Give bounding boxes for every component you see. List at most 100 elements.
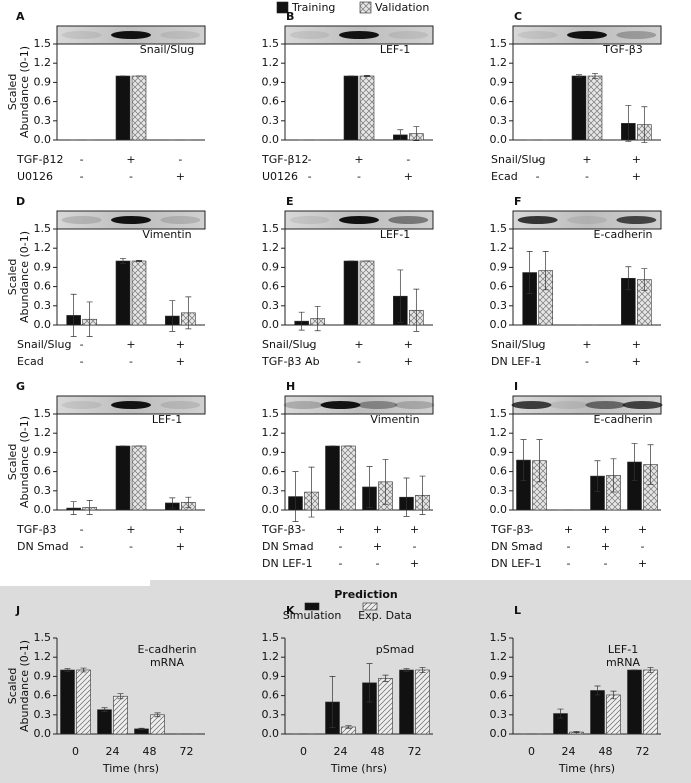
- condition-mark: -: [308, 338, 312, 351]
- error-bar: [382, 459, 389, 505]
- bar: [131, 75, 147, 141]
- condition-mark: -: [567, 540, 571, 553]
- condition-mark: -: [302, 540, 306, 553]
- x-tick-label: 24: [562, 745, 576, 758]
- error-bar: [70, 501, 77, 515]
- error-bar: [610, 690, 617, 700]
- error-bar: [86, 500, 93, 515]
- condition-mark: +: [176, 523, 185, 536]
- panel-letter: D: [16, 195, 25, 208]
- condition-mark: -: [339, 540, 343, 553]
- y-tick-label: 0.0: [262, 318, 280, 331]
- legend-label: Training: [291, 1, 335, 14]
- bar: [325, 445, 340, 511]
- panel-annotation: LEF-1: [380, 228, 410, 241]
- panel-annotation: Vimentin: [142, 228, 191, 241]
- y-tick-label: 0.0: [490, 727, 508, 740]
- y-tick-label: 0.6: [490, 689, 508, 702]
- condition-mark: +: [354, 153, 363, 166]
- y-tick-label: 0.0: [490, 133, 508, 146]
- error-bar: [413, 288, 420, 332]
- blot-band: [289, 31, 330, 39]
- error-bar: [403, 668, 410, 672]
- bar: [131, 260, 147, 326]
- bar: [113, 695, 128, 735]
- error-bar: [397, 269, 404, 323]
- error-bar: [366, 663, 373, 703]
- error-bar: [169, 300, 176, 332]
- y-axis-label: Abundance (0-1): [18, 640, 31, 732]
- y-tick-label: 1.2: [34, 650, 52, 663]
- blot-band: [61, 31, 102, 39]
- bar: [643, 669, 658, 735]
- y-tick-label: 0.6: [262, 95, 280, 108]
- error-bar: [397, 129, 404, 141]
- bar: [341, 445, 356, 511]
- legend-label: Validation: [375, 1, 429, 14]
- condition-label: TGF-β3: [261, 523, 302, 536]
- legend-label: Simulation: [283, 609, 342, 622]
- condition-label: Snail/Slug: [491, 338, 546, 351]
- y-tick-label: 0.3: [490, 708, 508, 721]
- panel-letter: F: [514, 195, 522, 208]
- y-tick-label: 0.9: [262, 75, 280, 88]
- condition-label: DN LEF-1: [491, 557, 542, 570]
- error-bar: [382, 674, 389, 682]
- condition-mark: -: [80, 523, 84, 536]
- x-tick-label: 0: [300, 745, 307, 758]
- condition-mark: -: [530, 540, 534, 553]
- bar: [97, 709, 112, 735]
- bar: [399, 669, 414, 735]
- blot-band: [517, 216, 558, 224]
- panel-letter: B: [286, 10, 294, 23]
- x-tick-label: 24: [106, 745, 120, 758]
- condition-label: Ecad: [491, 170, 518, 183]
- bar: [115, 75, 131, 141]
- error-bar: [120, 258, 126, 264]
- blot-band: [61, 401, 102, 409]
- panel-annotation: mRNA: [606, 656, 641, 669]
- condition-mark: +: [638, 523, 647, 536]
- condition-mark: +: [632, 153, 641, 166]
- y-tick-label: 0.3: [262, 484, 280, 497]
- legend-label: Exp. Data: [358, 609, 412, 622]
- x-tick-label: 72: [180, 745, 194, 758]
- condition-mark: -: [536, 153, 540, 166]
- y-tick-label: 0.6: [490, 95, 508, 108]
- error-bar: [64, 668, 71, 672]
- condition-mark: -: [178, 153, 182, 166]
- error-bar: [185, 296, 192, 330]
- condition-mark: -: [80, 338, 84, 351]
- y-tick-label: 0.3: [262, 114, 280, 127]
- blot-band: [160, 31, 201, 39]
- x-tick-label: 48: [371, 745, 385, 758]
- panel-annotation: Vimentin: [370, 413, 419, 426]
- condition-label: U0126: [262, 170, 298, 183]
- y-axis-label: Abundance (0-1): [18, 46, 31, 138]
- condition-label: TGF-β3 Ab: [261, 355, 320, 368]
- y-tick-label: 1.2: [490, 56, 508, 69]
- condition-mark: -: [308, 153, 312, 166]
- condition-mark: +: [582, 338, 591, 351]
- y-tick-label: 1.5: [262, 631, 280, 644]
- condition-mark: +: [126, 153, 135, 166]
- error-bar: [592, 73, 598, 79]
- y-tick-label: 0.3: [34, 114, 52, 127]
- error-bar: [647, 444, 654, 485]
- panel-annotation: TGF-β3: [602, 43, 643, 56]
- condition-mark: +: [176, 170, 185, 183]
- condition-mark: +: [176, 338, 185, 351]
- condition-mark: -: [308, 355, 312, 368]
- y-tick-label: 0.6: [490, 465, 508, 478]
- panel-letter: H: [286, 380, 295, 393]
- bar: [343, 260, 359, 326]
- condition-mark: -: [413, 540, 417, 553]
- y-tick-label: 0.6: [262, 689, 280, 702]
- blot-band: [622, 401, 663, 409]
- y-tick-label: 0.0: [490, 318, 508, 331]
- y-tick-label: 0.9: [490, 260, 508, 273]
- y-tick-label: 0.9: [262, 669, 280, 682]
- error-bar: [138, 727, 145, 730]
- condition-mark: -: [129, 355, 133, 368]
- condition-label: TGF-β12: [16, 153, 64, 166]
